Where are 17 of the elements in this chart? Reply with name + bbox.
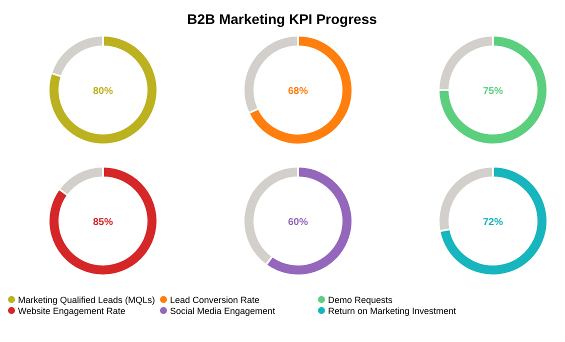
legend-label: Lead Conversion Rate xyxy=(170,295,260,305)
legend-label: Demo Requests xyxy=(328,295,394,305)
data-label: 85% xyxy=(92,217,114,228)
chart-title: B2B Marketing KPI Progress xyxy=(187,11,378,27)
data-label: 68% xyxy=(288,86,308,97)
data-label: 80% xyxy=(92,86,114,97)
donut-slice xyxy=(48,36,158,144)
data-label: 75% xyxy=(482,86,504,97)
legend-label: Website Engagement Rate xyxy=(18,306,126,316)
data-label: 60% xyxy=(288,217,308,228)
legend-label: Social Media Engagement xyxy=(170,306,276,316)
donut-slice xyxy=(48,166,158,276)
legend-label: Marketing Qualified Leads (MQLs) xyxy=(18,295,156,305)
data-label: 72% xyxy=(482,217,504,228)
donut-slice xyxy=(440,166,548,276)
legend-label: Return on Marketing Investment xyxy=(328,306,457,316)
donut-slice xyxy=(438,36,548,144)
